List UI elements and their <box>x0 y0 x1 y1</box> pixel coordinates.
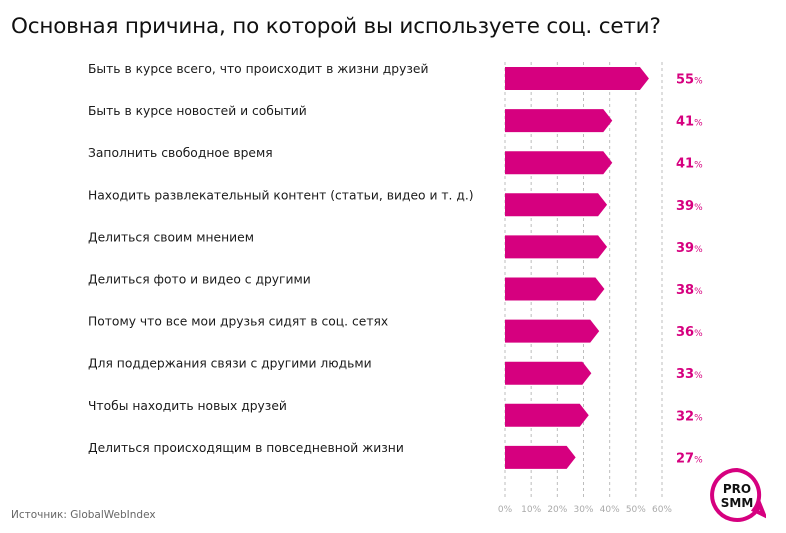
bar <box>505 193 608 217</box>
x-tick-label: 30% <box>573 505 593 515</box>
chart-title: Основная причина, по которой вы использу… <box>11 14 661 39</box>
x-tick-label: 0% <box>498 505 513 515</box>
category-label: Быть в курсе всего, что происходит в жиз… <box>88 62 428 76</box>
category-label: Находить развлекательный контент (статьи… <box>88 188 474 202</box>
category-label: Для поддержания связи с другими людьми <box>88 357 372 371</box>
value-label: 41% <box>676 157 703 172</box>
value-label: 36% <box>676 325 703 340</box>
x-tick-label: 40% <box>600 505 620 515</box>
speech-bubble-icon <box>710 467 766 522</box>
category-label: Заполнить свободное время <box>88 146 273 160</box>
value-label: 33% <box>676 367 703 382</box>
value-label: 39% <box>676 241 703 256</box>
source-note: Источник: GlobalWebIndex <box>11 509 156 521</box>
category-label: Чтобы находить новых друзей <box>88 399 287 413</box>
bar <box>505 151 613 175</box>
bar <box>505 445 576 469</box>
value-label: 27% <box>676 451 703 466</box>
value-label: 38% <box>676 283 703 298</box>
logo-line1: PRO <box>723 482 751 496</box>
bar <box>505 109 613 133</box>
bar <box>505 403 589 427</box>
logo-line2: SMM <box>721 496 754 510</box>
category-label: Потому что все мои друзья сидят в соц. с… <box>88 315 388 329</box>
bar <box>505 235 608 259</box>
value-label: 39% <box>676 199 703 214</box>
x-tick-label: 60% <box>652 505 672 515</box>
category-label: Быть в курсе новостей и событий <box>88 104 307 118</box>
bar <box>505 319 600 343</box>
value-label: 32% <box>676 409 703 424</box>
bar <box>505 361 592 385</box>
value-label: 41% <box>676 115 703 130</box>
category-label: Делиться происходящим в повседневной жиз… <box>88 441 404 455</box>
x-tick-label: 20% <box>547 505 567 515</box>
value-label: 55% <box>676 73 703 88</box>
category-label: Делиться фото и видео с другими <box>88 273 311 287</box>
bar <box>505 67 649 90</box>
prosmm-logo: PRO SMM <box>710 467 766 522</box>
x-tick-label: 10% <box>521 505 541 515</box>
bar <box>505 277 605 301</box>
x-tick-label: 50% <box>626 505 646 515</box>
category-label: Делиться своим мнением <box>88 230 254 244</box>
